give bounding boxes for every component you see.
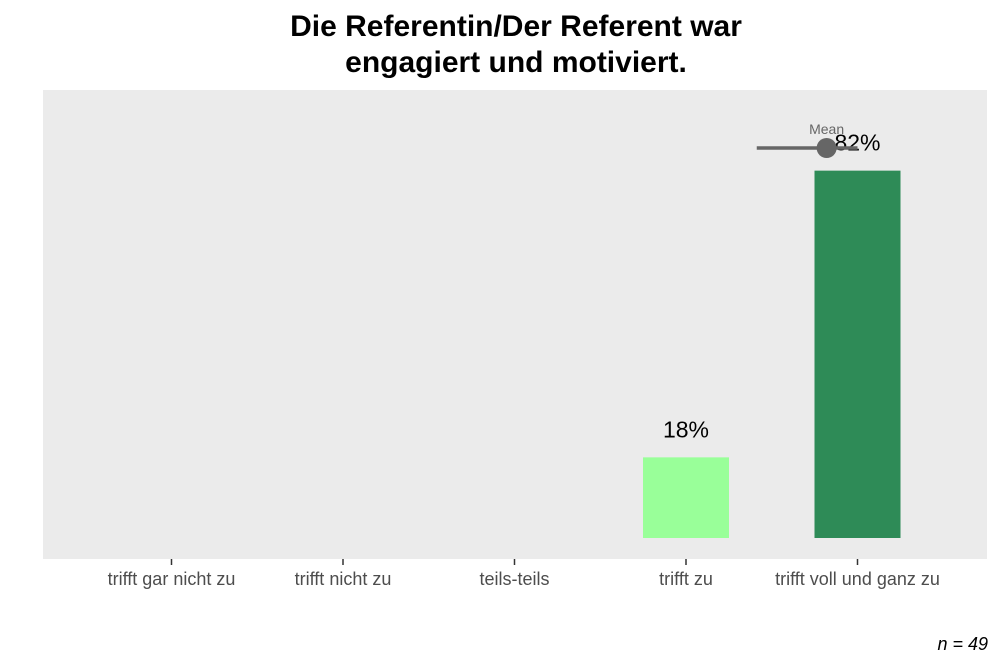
data-label-4: 82% xyxy=(834,130,880,156)
x-tick-label-3: trifft zu xyxy=(659,569,713,589)
x-tick-label-1: trifft nicht zu xyxy=(295,569,392,589)
x-tick-label-0: trifft gar nicht zu xyxy=(108,569,236,589)
mean-label: Mean xyxy=(809,121,844,137)
chart-title-line-2: engagiert und motiviert. xyxy=(345,46,687,79)
x-axis: trifft gar nicht zu trifft nicht zu teils-… xyxy=(108,559,940,589)
bars-group xyxy=(643,170,901,538)
bar-3 xyxy=(643,457,729,538)
sample-size-label: n = 49 xyxy=(937,634,988,654)
bar-4 xyxy=(814,170,901,538)
mean-indicator: Mean xyxy=(756,121,858,158)
data-label-3: 18% xyxy=(663,416,709,442)
x-tick-label-4: trifft voll und ganz zu xyxy=(775,569,940,589)
data-labels-group: 18% 82% xyxy=(663,130,881,443)
mean-point xyxy=(816,138,837,158)
chart-title-line-1: Die Referentin/Der Referent war xyxy=(290,10,742,43)
x-tick-label-2: teils-teils xyxy=(479,569,549,589)
